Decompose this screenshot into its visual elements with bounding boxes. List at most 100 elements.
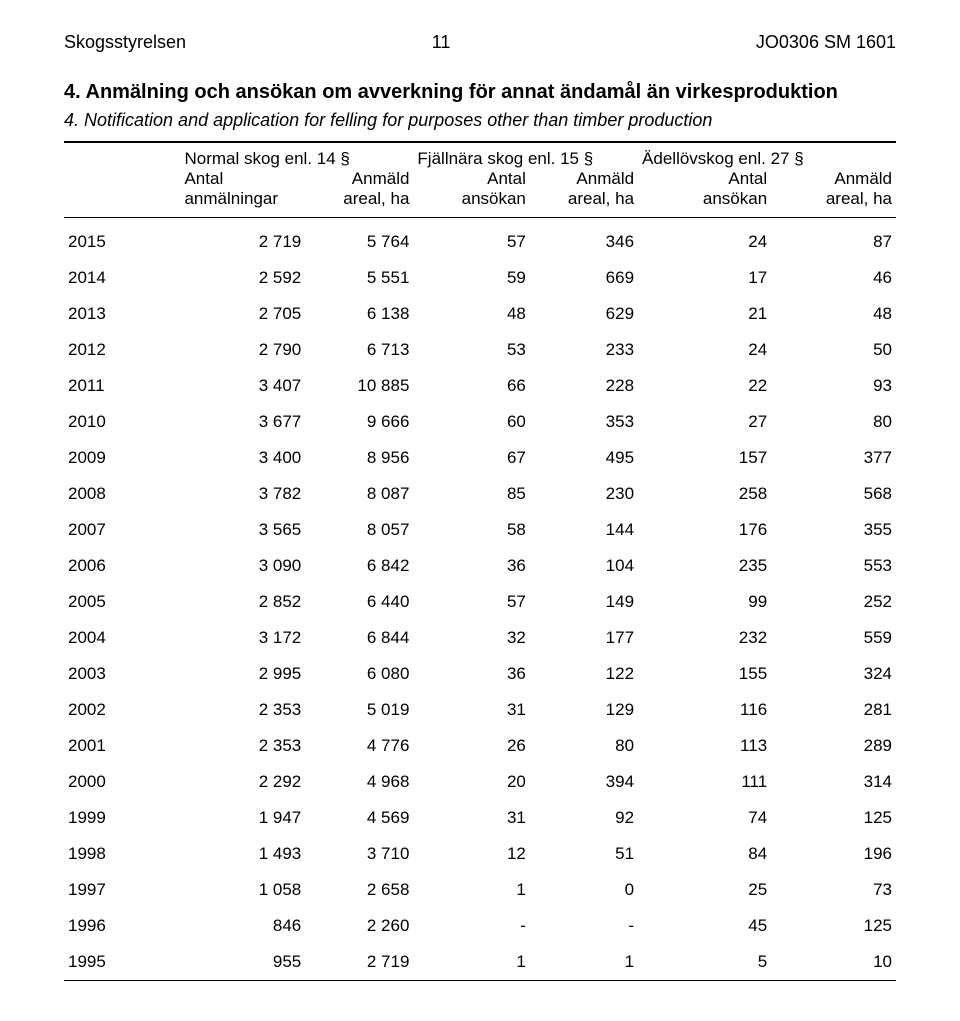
cell-value: 233	[530, 332, 638, 368]
table-row: 20142 5925 551596691746	[64, 260, 896, 296]
table-row: 20063 0906 84236104235553	[64, 548, 896, 584]
cell-value: 17	[638, 260, 771, 296]
cell-value: -	[413, 908, 529, 944]
cell-value: 48	[413, 296, 529, 332]
cell-value: 45	[638, 908, 771, 944]
cell-value: 2 852	[180, 584, 305, 620]
cell-value: 2 790	[180, 332, 305, 368]
cell-value: 6 440	[305, 584, 413, 620]
cell-value: 5	[638, 944, 771, 980]
sub-header-col2-l1: Anmäld	[352, 169, 410, 188]
cell-value: 129	[530, 692, 638, 728]
cell-value: 36	[413, 656, 529, 692]
sub-header-col2: Anmäld areal, ha	[305, 169, 413, 217]
cell-value: 2 353	[180, 728, 305, 764]
cell-year: 2004	[64, 620, 180, 656]
cell-value: 629	[530, 296, 638, 332]
cell-value: 6 842	[305, 548, 413, 584]
cell-year: 1998	[64, 836, 180, 872]
cell-value: 80	[530, 728, 638, 764]
page-header: Skogsstyrelsen 11 JO0306 SM 1601	[64, 32, 896, 53]
cell-year: 2000	[64, 764, 180, 800]
cell-value: 8 087	[305, 476, 413, 512]
cell-value: 32	[413, 620, 529, 656]
cell-value: 394	[530, 764, 638, 800]
table-row: 20083 7828 08785230258568	[64, 476, 896, 512]
cell-year: 2008	[64, 476, 180, 512]
cell-value: 1	[413, 872, 529, 908]
cell-value: 5 764	[305, 224, 413, 260]
title-english: 4. Notification and application for fell…	[64, 110, 896, 131]
cell-year: 2012	[64, 332, 180, 368]
cell-value: 125	[771, 800, 896, 836]
cell-value: 10 885	[305, 368, 413, 404]
cell-value: 3 407	[180, 368, 305, 404]
table-row: 20032 9956 08036122155324	[64, 656, 896, 692]
table-row: 20022 3535 01931129116281	[64, 692, 896, 728]
table-row: 19971 0582 658102573	[64, 872, 896, 908]
cell-value: 1	[413, 944, 529, 980]
cell-value: 346	[530, 224, 638, 260]
cell-value: 73	[771, 872, 896, 908]
table-row: 20052 8526 4405714999252	[64, 584, 896, 620]
table-row: 19959552 71911510	[64, 944, 896, 980]
header-org: Skogsstyrelsen	[64, 32, 186, 53]
cell-value: 8 956	[305, 440, 413, 476]
cell-year: 2006	[64, 548, 180, 584]
cell-value: 3 172	[180, 620, 305, 656]
cell-year: 2010	[64, 404, 180, 440]
header-doc-code: JO0306 SM 1601	[696, 32, 896, 53]
sub-header-col6: Anmäld areal, ha	[771, 169, 896, 217]
cell-value: 48	[771, 296, 896, 332]
sub-header-year	[64, 169, 180, 217]
cell-value: 196	[771, 836, 896, 872]
table-row: 20093 4008 95667495157377	[64, 440, 896, 476]
cell-value: 66	[413, 368, 529, 404]
cell-value: 6 138	[305, 296, 413, 332]
cell-value: 31	[413, 800, 529, 836]
cell-value: 80	[771, 404, 896, 440]
cell-value: 553	[771, 548, 896, 584]
cell-value: 51	[530, 836, 638, 872]
sub-header-row: Antal anmälningar Anmäld areal, ha Antal…	[64, 169, 896, 217]
table-row: 20113 40710 885662282293	[64, 368, 896, 404]
group-header-adellov: Ädellövskog enl. 27 §	[638, 143, 896, 169]
cell-value: 92	[530, 800, 638, 836]
title-swedish: 4. Anmälning och ansökan om avverkning f…	[64, 81, 896, 104]
cell-value: 57	[413, 584, 529, 620]
cell-value: 25	[638, 872, 771, 908]
cell-value: 228	[530, 368, 638, 404]
cell-value: 9 666	[305, 404, 413, 440]
cell-value: 22	[638, 368, 771, 404]
cell-value: -	[530, 908, 638, 944]
cell-value: 60	[413, 404, 529, 440]
table-row: 20002 2924 96820394111314	[64, 764, 896, 800]
cell-year: 1997	[64, 872, 180, 908]
table-row: 20012 3534 7762680113289	[64, 728, 896, 764]
cell-year: 2013	[64, 296, 180, 332]
sub-header-col1: Antal anmälningar	[180, 169, 305, 217]
cell-value: 3 565	[180, 512, 305, 548]
cell-value: 50	[771, 332, 896, 368]
sub-header-col3-l2: ansökan	[462, 189, 526, 208]
sub-header-col4-l2: areal, ha	[568, 189, 634, 208]
cell-value: 495	[530, 440, 638, 476]
cell-value: 176	[638, 512, 771, 548]
cell-value: 46	[771, 260, 896, 296]
cell-value: 6 844	[305, 620, 413, 656]
cell-value: 281	[771, 692, 896, 728]
cell-value: 232	[638, 620, 771, 656]
cell-year: 2011	[64, 368, 180, 404]
cell-value: 31	[413, 692, 529, 728]
cell-value: 289	[771, 728, 896, 764]
cell-value: 57	[413, 224, 529, 260]
cell-value: 5 019	[305, 692, 413, 728]
cell-value: 258	[638, 476, 771, 512]
cell-value: 4 968	[305, 764, 413, 800]
cell-value: 3 710	[305, 836, 413, 872]
table-row: 20043 1726 84432177232559	[64, 620, 896, 656]
cell-value: 155	[638, 656, 771, 692]
cell-year: 1996	[64, 908, 180, 944]
cell-year: 2001	[64, 728, 180, 764]
cell-year: 2009	[64, 440, 180, 476]
